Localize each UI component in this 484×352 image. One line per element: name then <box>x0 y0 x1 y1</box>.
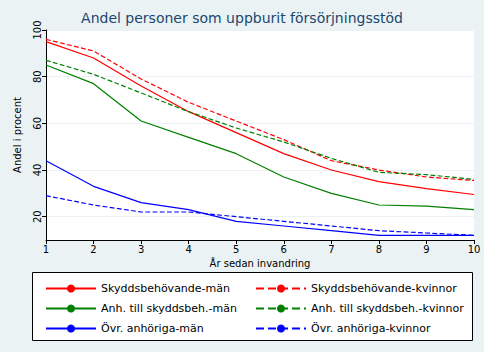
svg-text:År sedan invandring: År sedan invandring <box>210 257 311 269</box>
svg-text:6: 6 <box>281 244 287 255</box>
svg-text:Övr. anhöriga-kvinnor: Övr. anhöriga-kvinnor <box>311 322 431 335</box>
svg-text:Övr. anhöriga-män: Övr. anhöriga-män <box>101 322 204 335</box>
svg-text:2: 2 <box>90 244 96 255</box>
svg-text:40: 40 <box>32 164 43 177</box>
svg-text:9: 9 <box>423 244 429 255</box>
svg-text:4: 4 <box>185 244 191 255</box>
svg-text:80: 80 <box>32 70 43 83</box>
svg-text:Andel personer som uppburit fö: Andel personer som uppburit försörjnings… <box>81 10 403 26</box>
svg-text:8: 8 <box>376 244 382 255</box>
svg-text:Anh. till skyddsbeh.-kvinnor: Anh. till skyddsbeh.-kvinnor <box>311 302 464 315</box>
svg-text:100: 100 <box>32 20 43 39</box>
svg-text:3: 3 <box>138 244 144 255</box>
svg-text:7: 7 <box>328 244 334 255</box>
svg-text:Anh. till skyddsbeh.-män: Anh. till skyddsbeh.-män <box>101 302 237 315</box>
svg-text:Skyddsbehövande-män: Skyddsbehövande-män <box>101 282 230 295</box>
svg-text:5: 5 <box>233 244 239 255</box>
svg-text:Skyddsbehövande-kvinnor: Skyddsbehövande-kvinnor <box>311 282 457 295</box>
svg-text:1: 1 <box>43 244 49 255</box>
svg-text:60: 60 <box>32 117 43 130</box>
svg-text:20: 20 <box>32 210 43 223</box>
svg-text:Andel i procent: Andel i procent <box>12 97 23 173</box>
svg-text:10: 10 <box>468 244 481 255</box>
